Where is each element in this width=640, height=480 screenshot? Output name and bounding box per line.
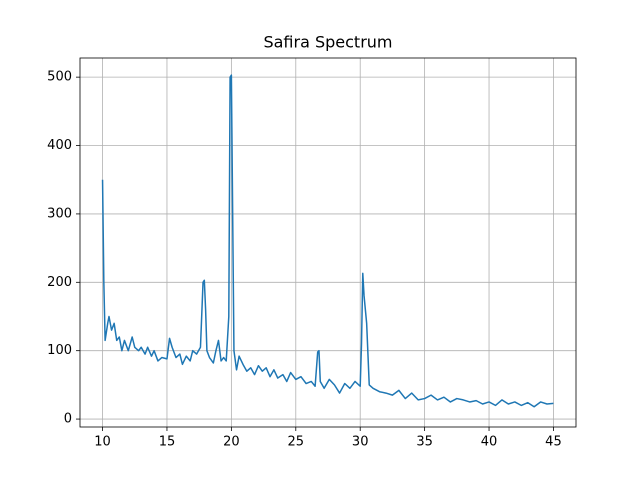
chart-title: Safira Spectrum (263, 33, 392, 52)
x-tick-label: 15 (159, 435, 176, 450)
x-tick-label: 10 (94, 435, 111, 450)
x-tick-label: 45 (545, 435, 562, 450)
x-tick-label: 20 (223, 435, 240, 450)
y-tick-label: 500 (47, 70, 72, 85)
y-tick-label: 100 (47, 343, 72, 358)
x-tick-label: 25 (288, 435, 305, 450)
y-tick-label: 400 (47, 138, 72, 153)
line-series (101, 74, 554, 408)
y-tick-label: 300 (47, 206, 72, 221)
plot-frame (79, 57, 577, 428)
y-tick-label: 200 (47, 275, 72, 290)
x-tick-label: 40 (481, 435, 498, 450)
x-tick-label: 30 (352, 435, 369, 450)
x-tick-label: 35 (416, 435, 433, 450)
y-tick-label: 0 (64, 412, 72, 427)
